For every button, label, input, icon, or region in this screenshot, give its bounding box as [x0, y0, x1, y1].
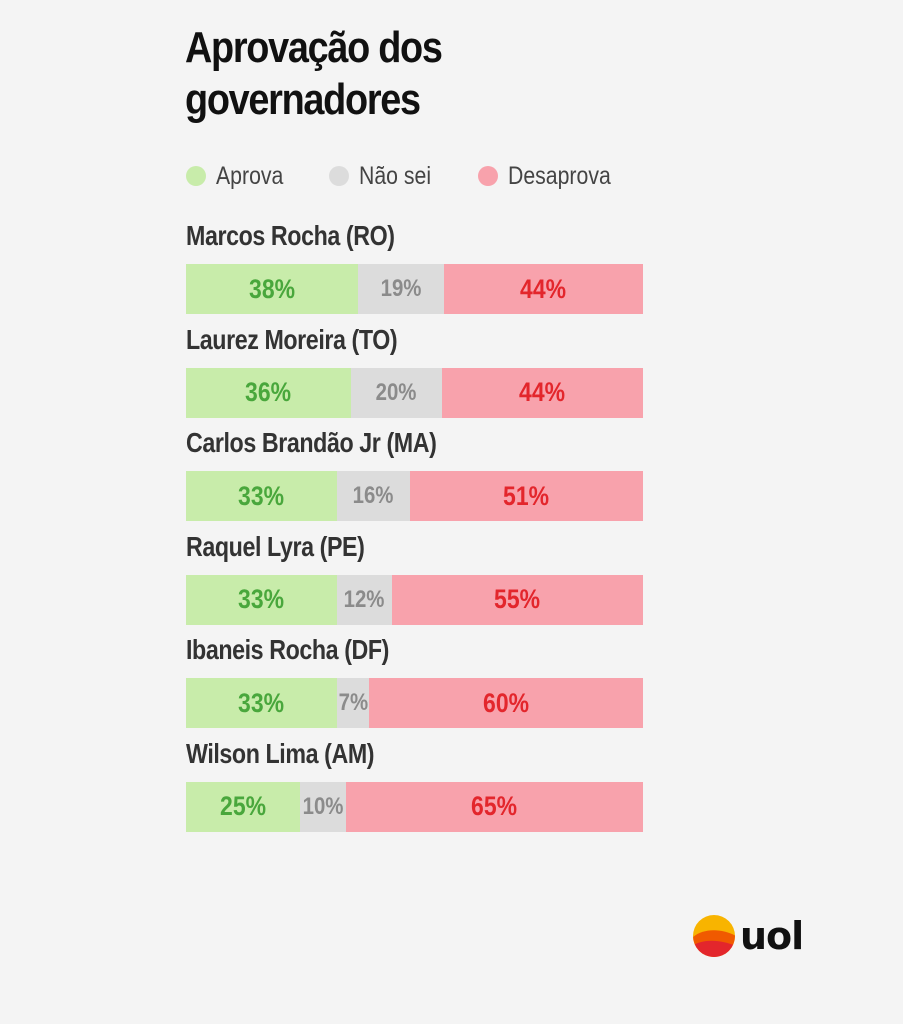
legend-label-desaprova: Desaprova	[507, 161, 611, 190]
legend-label-aprova: Aprova	[216, 161, 284, 190]
category-label: Laurez Moreira (TO)	[186, 323, 398, 355]
uol-sun-icon	[693, 915, 735, 957]
data-label-desaprova: 65%	[471, 791, 518, 822]
stacked-bar: 33% 12% 55%	[186, 574, 643, 625]
data-label-aprova: 33%	[238, 687, 285, 718]
data-label-naosei: 10%	[302, 792, 344, 820]
legend-item-naosei: Não sei	[329, 162, 444, 191]
stacked-bar: 36% 20% 44%	[186, 367, 643, 418]
category-label: Ibaneis Rocha (DF)	[186, 634, 390, 666]
legend-item-aprova: Aprova	[186, 162, 295, 191]
chart-row: Marcos Rocha (RO) 38% 19% 44%	[186, 218, 643, 322]
legend-label-naosei: Não sei	[359, 161, 432, 190]
bar-segment-aprova: 33%	[186, 471, 337, 522]
data-label-desaprova: 44%	[520, 273, 567, 304]
bar-segment-desaprova: 55%	[392, 574, 643, 625]
bar-segment-desaprova: 65%	[346, 781, 643, 832]
bar-segment-naosei: 20%	[351, 367, 442, 418]
data-label-desaprova: 44%	[519, 377, 566, 408]
data-label-desaprova: 51%	[503, 480, 550, 511]
stacked-bar: 33% 7% 60%	[186, 678, 643, 729]
chart-row: Wilson Lima (AM) 25% 10% 65%	[186, 736, 643, 840]
data-label-aprova: 36%	[245, 377, 292, 408]
legend-swatch-desaprova	[477, 166, 498, 186]
bar-segment-naosei: 19%	[358, 264, 444, 314]
data-label-naosei: 20%	[376, 378, 417, 406]
data-label-aprova: 33%	[238, 480, 285, 511]
chart-row: Ibaneis Rocha (DF) 33% 7% 60%	[186, 632, 643, 736]
bar-segment-naosei: 10%	[300, 781, 346, 832]
data-label-aprova: 38%	[249, 273, 295, 304]
category-label: Carlos Brandão Jr (MA)	[186, 427, 437, 459]
bar-segment-naosei: 12%	[337, 574, 392, 625]
bar-segment-desaprova: 44%	[442, 367, 643, 418]
data-label-naosei: 19%	[380, 275, 422, 302]
data-label-naosei: 16%	[353, 482, 394, 510]
category-label: Raquel Lyra (PE)	[186, 530, 365, 562]
uol-logo: uol	[692, 914, 804, 958]
stacked-bar: 33% 16% 51%	[186, 471, 643, 522]
category-label: Marcos Rocha (RO)	[186, 220, 395, 251]
bar-segment-naosei: 16%	[337, 471, 410, 522]
legend-swatch-naosei	[329, 166, 350, 186]
stacked-bar: 38% 19% 44%	[186, 264, 643, 314]
data-label-naosei: 7%	[338, 689, 368, 717]
bar-segment-aprova: 33%	[186, 678, 337, 729]
data-label-desaprova: 55%	[494, 584, 541, 615]
data-label-naosei: 12%	[344, 585, 385, 613]
bar-segment-aprova: 38%	[186, 264, 358, 314]
bar-segment-desaprova: 60%	[369, 678, 643, 729]
category-label: Wilson Lima (AM)	[186, 737, 375, 769]
bar-segment-naosei: 7%	[337, 678, 369, 729]
uol-logo-text: uol	[740, 914, 804, 958]
data-label-aprova: 33%	[238, 584, 285, 615]
data-label-desaprova: 60%	[483, 687, 529, 718]
bar-segment-aprova: 36%	[186, 367, 351, 418]
legend-item-desaprova: Desaprova	[477, 161, 629, 191]
stacked-bar: 25% 10% 65%	[186, 781, 643, 832]
chart-row: Laurez Moreira (TO) 36% 20% 44%	[186, 322, 643, 426]
bar-segment-desaprova: 44%	[444, 264, 643, 314]
bar-segment-desaprova: 51%	[410, 471, 643, 522]
chart-row: Raquel Lyra (PE) 33% 12% 55%	[186, 529, 643, 633]
chart-rows: Marcos Rocha (RO) 38% 19% 44% Laurez Moreira…	[186, 218, 643, 840]
chart-legend: Aprova Não sei Desaprova	[186, 160, 663, 192]
data-label-aprova: 25%	[220, 791, 266, 822]
chart-title: Aprovação dos governadores	[185, 23, 443, 124]
chart-row: Carlos Brandão Jr (MA) 33% 16% 51%	[186, 425, 643, 529]
bar-segment-aprova: 33%	[186, 574, 337, 625]
bar-segment-aprova: 25%	[186, 781, 300, 832]
legend-swatch-aprova	[186, 166, 206, 186]
